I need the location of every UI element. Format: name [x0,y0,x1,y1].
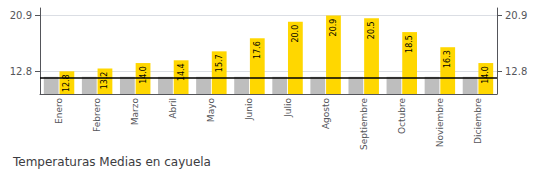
svg-text:20.9: 20.9 [505,10,527,21]
svg-text:15.7: 15.7 [215,54,224,72]
svg-text:16.3: 16.3 [443,50,452,68]
svg-text:Abril: Abril [168,98,178,119]
svg-text:Marzo: Marzo [130,98,140,126]
svg-text:Octubre: Octubre [397,98,407,134]
svg-text:14.0: 14.0 [481,66,490,84]
svg-text:13.2: 13.2 [100,72,109,90]
svg-text:20.0: 20.0 [291,25,300,43]
svg-text:18.5: 18.5 [405,35,414,53]
svg-text:20.5: 20.5 [367,21,376,39]
svg-text:Julio: Julio [283,98,293,118]
svg-text:Enero: Enero [54,98,64,124]
svg-text:20.9: 20.9 [329,19,338,37]
svg-text:Septiembre: Septiembre [359,98,369,151]
svg-text:14.4: 14.4 [176,63,186,82]
svg-text:Mayo: Mayo [206,98,216,123]
svg-text:Temperaturas Medias en cayuela: Temperaturas Medias en cayuela [12,155,211,169]
svg-text:Agosto: Agosto [321,98,331,130]
svg-text:12.8: 12.8 [505,66,527,77]
svg-text:Diciembre: Diciembre [473,98,483,144]
svg-text:Junio: Junio [244,98,254,122]
svg-text:Noviembre: Noviembre [435,98,445,148]
svg-text:Febrero: Febrero [92,98,102,132]
svg-text:14.0: 14.0 [139,66,148,84]
svg-text:17.6: 17.6 [253,41,262,59]
svg-text:12.8: 12.8 [10,66,32,77]
svg-text:12.8: 12.8 [62,74,71,92]
svg-text:20.9: 20.9 [10,10,32,21]
